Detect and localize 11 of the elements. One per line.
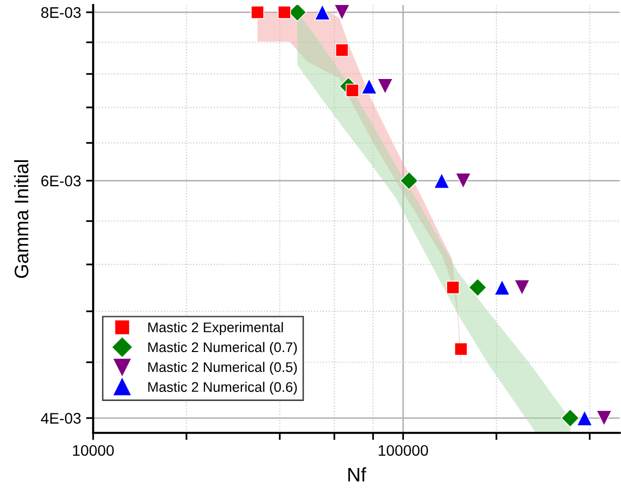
legend-label: Mastic 2 Numerical (0.6)	[148, 382, 297, 395]
y-axis-title: Gamma Initial	[14, 160, 28, 278]
x-axis-title: Nf	[348, 467, 366, 482]
legend-label: Mastic 2 Numerical (0.5)	[148, 362, 297, 375]
legend-label: Mastic 2 Numerical (0.7)	[148, 342, 297, 355]
x-tick-label: 100000	[378, 445, 428, 456]
x-tick-label: 10000	[73, 445, 114, 456]
y-tick-label: 4E-03	[40, 412, 81, 424]
legend-label: Mastic 2 Experimental	[148, 322, 283, 336]
y-tick-label: 6E-03	[41, 176, 81, 186]
y-tick-label: 8E-03	[41, 7, 81, 18]
